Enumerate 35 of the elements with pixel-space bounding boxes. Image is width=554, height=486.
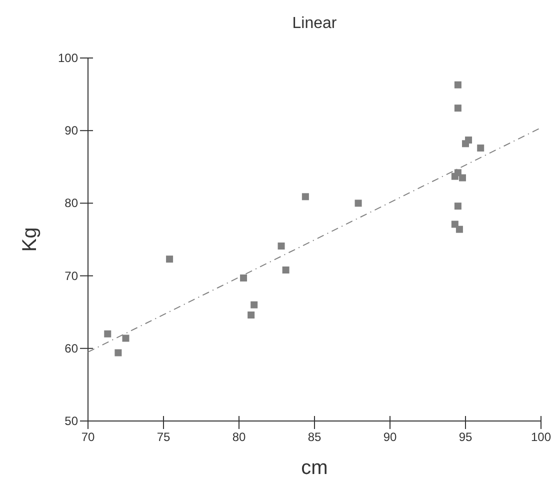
point (477, 144, 484, 152)
x-tick-label: 70 (81, 430, 95, 444)
point (240, 274, 248, 282)
point (354, 200, 362, 207)
x-tick-label: 85 (308, 430, 322, 444)
point (250, 301, 258, 308)
y-tick-label: 100 (58, 51, 78, 65)
y-axis-title: Kg (19, 227, 41, 252)
point (456, 226, 463, 233)
x-tick-label: 75 (156, 430, 170, 444)
point (248, 312, 255, 319)
y-tick-label: 80 (64, 196, 78, 210)
x-tick-label: 100 (530, 430, 552, 444)
y-tick-label: 90 (64, 124, 78, 138)
y-tick-label: 50 (64, 414, 78, 428)
point (122, 334, 130, 342)
point (454, 81, 462, 88)
point (451, 172, 458, 180)
point (454, 202, 462, 210)
point (458, 174, 466, 182)
point (114, 349, 122, 356)
x-axis-title: cm (301, 457, 328, 479)
x-tick-label: 90 (383, 430, 397, 444)
point (278, 242, 285, 250)
point (104, 330, 112, 338)
y-tick-label: 70 (64, 268, 78, 283)
point (282, 266, 290, 274)
x-tick-label: 80 (232, 430, 246, 444)
point (302, 193, 309, 200)
point (166, 256, 174, 263)
point (462, 140, 469, 148)
y-tick-label: 60 (64, 341, 78, 356)
chart-title: Linear (292, 15, 338, 32)
point (454, 104, 462, 112)
x-tick-label: 95 (458, 430, 472, 444)
